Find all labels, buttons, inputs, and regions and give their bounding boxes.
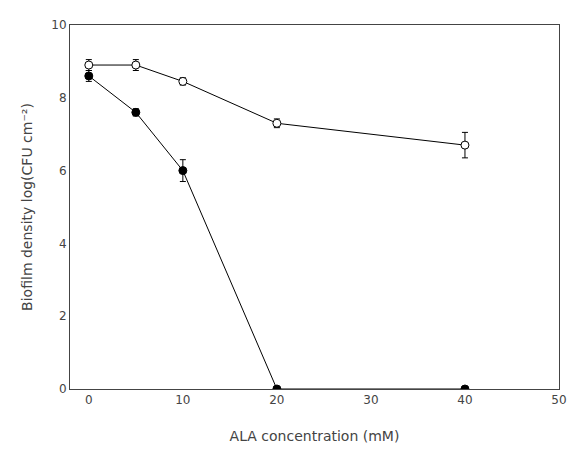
svg-text:0: 0 — [85, 393, 93, 407]
svg-text:40: 40 — [457, 393, 472, 407]
svg-text:ALA concentration (mM): ALA concentration (mM) — [230, 428, 400, 444]
svg-text:2: 2 — [59, 309, 67, 323]
svg-text:20: 20 — [269, 393, 284, 407]
svg-text:0: 0 — [59, 382, 67, 396]
svg-text:10: 10 — [175, 393, 190, 407]
svg-text:30: 30 — [363, 393, 378, 407]
svg-text:6: 6 — [59, 164, 67, 178]
svg-text:10: 10 — [51, 18, 66, 32]
svg-text:4: 4 — [59, 237, 67, 251]
svg-text:8: 8 — [59, 91, 67, 105]
svg-text:Biofilm density log(CFU cm⁻²): Biofilm density log(CFU cm⁻²) — [19, 103, 35, 311]
svg-text:50: 50 — [551, 393, 566, 407]
